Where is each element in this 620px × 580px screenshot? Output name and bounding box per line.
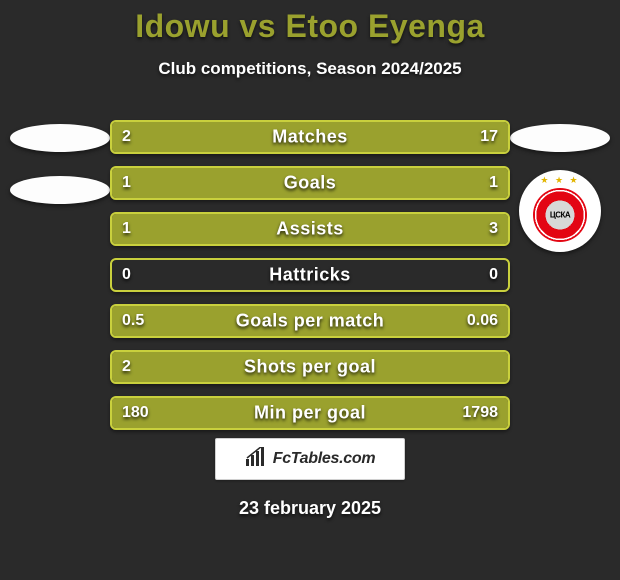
stat-row: 0.50.06Goals per match (110, 304, 510, 338)
stat-row: 1801798Min per goal (110, 396, 510, 430)
stat-label: Assists (112, 219, 508, 240)
footer-date: 23 february 2025 (0, 498, 620, 519)
stat-row: 13Assists (110, 212, 510, 246)
stat-label: Min per goal (112, 403, 508, 424)
cska-badge-icon: ★ ★ ★ ЦСКА (519, 170, 601, 252)
badge-inner-icon: ЦСКА (533, 188, 587, 242)
comparison-card: Idowu vs Etoo Eyenga Club competitions, … (0, 0, 620, 580)
stat-label: Goals per match (112, 311, 508, 332)
stat-label: Matches (112, 127, 508, 148)
page-subtitle: Club competitions, Season 2024/2025 (0, 59, 620, 79)
stat-row: 00Hattricks (110, 258, 510, 292)
stat-label: Goals (112, 173, 508, 194)
stat-row: 217Matches (110, 120, 510, 154)
stat-label: Shots per goal (112, 357, 508, 378)
stat-row: 2Shots per goal (110, 350, 510, 384)
stat-row: 11Goals (110, 166, 510, 200)
placeholder-icon (10, 124, 110, 152)
player2-club-badge: ★ ★ ★ ЦСКА (510, 170, 610, 270)
badge-label: ЦСКА (550, 211, 570, 220)
badge-stars: ★ ★ ★ (540, 175, 579, 186)
placeholder-icon (10, 176, 110, 204)
player2-avatar (510, 110, 610, 210)
brand-chart-icon (245, 447, 267, 472)
brand-text: FcTables.com (273, 450, 376, 468)
page-title: Idowu vs Etoo Eyenga (0, 8, 620, 45)
placeholder-icon (510, 124, 610, 152)
brand-box[interactable]: FcTables.com (215, 438, 405, 480)
player1-avatar (10, 110, 110, 210)
stat-label: Hattricks (112, 265, 508, 286)
stats-bars: 217Matches 11Goals 13Assists 00Hattricks 0.5… (110, 120, 510, 442)
player1-club-badge (10, 162, 110, 262)
